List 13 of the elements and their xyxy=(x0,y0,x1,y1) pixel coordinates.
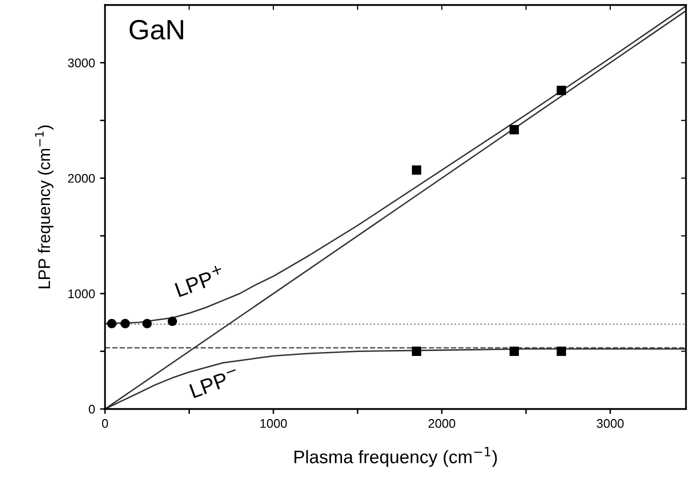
x-tick-label: 2000 xyxy=(428,419,456,428)
x-tick-label: 3000 xyxy=(596,419,624,428)
x-axis-title: Plasma frequency (cm$^{−1}$) xyxy=(294,447,497,467)
y-axis-title: LPP frequency (cm$^{−1}$) xyxy=(35,126,54,288)
y-tick-label: 3000 xyxy=(68,58,95,68)
x-tick-label: 0 xyxy=(102,419,108,428)
annotation: GaN xyxy=(130,20,184,40)
x-tick-label: 1000 xyxy=(260,419,287,428)
annotation: LPP$^{−}$ xyxy=(189,368,240,398)
y-tick-label: 2000 xyxy=(68,174,95,183)
y-tick-label: 1000 xyxy=(68,289,95,298)
annotation: LPP$^{+}$ xyxy=(174,264,226,298)
y-tick-label: 0 xyxy=(88,404,95,414)
